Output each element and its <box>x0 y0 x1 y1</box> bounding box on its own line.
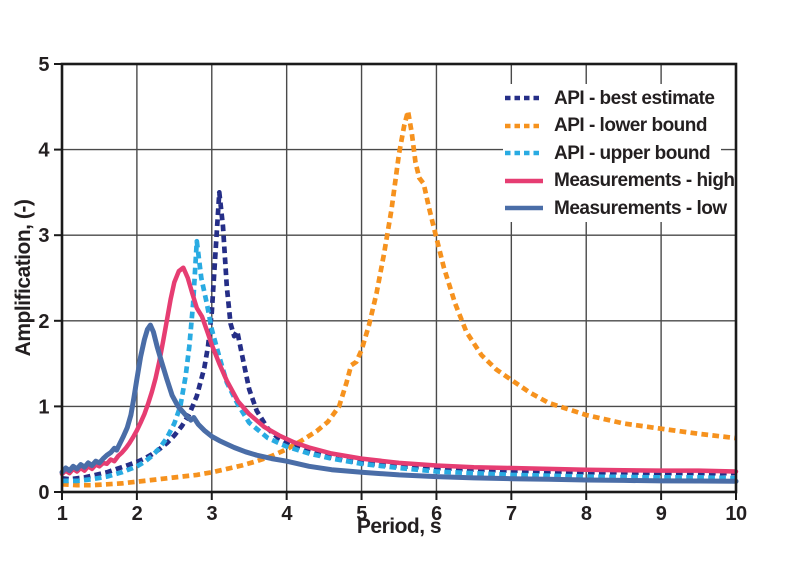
legend-dashed-line-icon <box>505 123 543 128</box>
y-tick-label: 4 <box>38 140 50 162</box>
legend-label: API - lower bound <box>554 115 708 136</box>
x-tick-label: 10 <box>725 503 747 525</box>
x-tick-label: 8 <box>581 503 592 525</box>
legend-dashed-line-icon <box>505 95 543 101</box>
series-line-3 <box>59 265 739 477</box>
y-tick-label: 5 <box>38 54 49 76</box>
legend-solid-line-icon <box>505 205 543 211</box>
x-tick-label: 5 <box>356 503 367 525</box>
x-tick-label: 4 <box>281 503 293 525</box>
x-tick-label: 9 <box>656 503 667 525</box>
legend-label: Measurements - low <box>554 197 727 219</box>
legend-dashed-line-icon <box>505 150 543 156</box>
y-tick-label: 1 <box>38 396 49 418</box>
x-axis-label: Period, s <box>356 515 442 538</box>
legend-solid-line-icon <box>505 178 543 183</box>
y-tick-label: 3 <box>38 225 49 247</box>
x-tick-label: 7 <box>506 503 517 525</box>
y-axis-label: Amplification, (-) <box>12 199 35 357</box>
legend-item-measurements-high: Measurements - high <box>503 170 735 192</box>
series-line-2 <box>62 238 737 484</box>
chart-legend: API - best estimate API - lower bound AP… <box>503 84 735 222</box>
x-tick-label: 1 <box>57 503 68 525</box>
legend-label: API - best estimate <box>554 87 715 109</box>
y-tick-label: 2 <box>38 311 49 333</box>
legend-label: API - upper bound <box>554 142 711 164</box>
x-tick-label: 3 <box>206 503 217 525</box>
legend-label: Measurements - high <box>554 170 735 191</box>
y-tick-label: 0 <box>38 482 49 504</box>
legend-item-api-upper-bound: API - upper bound <box>503 142 721 164</box>
series-line-1 <box>61 108 737 488</box>
plot-frame <box>60 62 738 494</box>
legend-item-api-lower-bound: API - lower bound <box>503 115 721 137</box>
series-line-4 <box>59 322 739 484</box>
legend-item-measurements-low: Measurements - low <box>503 197 727 219</box>
legend-item-api-best-estimate: API - best estimate <box>503 87 721 109</box>
x-tick-label: 6 <box>431 503 442 525</box>
x-tick-label: 2 <box>132 503 143 525</box>
